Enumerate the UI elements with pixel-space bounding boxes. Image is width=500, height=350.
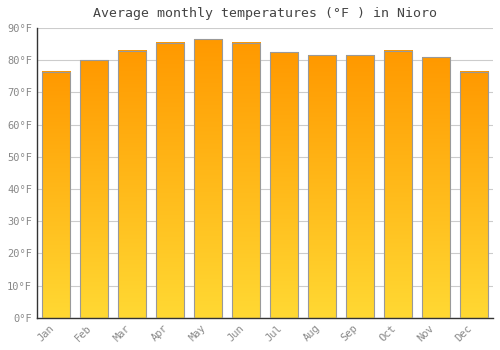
Bar bbox=[460, 71, 488, 318]
Bar bbox=[422, 57, 450, 318]
Bar bbox=[80, 60, 108, 318]
Bar bbox=[156, 43, 184, 318]
Bar bbox=[118, 51, 146, 318]
Title: Average monthly temperatures (°F ) in Nioro: Average monthly temperatures (°F ) in Ni… bbox=[93, 7, 437, 20]
Bar bbox=[346, 55, 374, 318]
Bar bbox=[194, 39, 222, 318]
Bar bbox=[42, 71, 70, 318]
Bar bbox=[270, 52, 298, 318]
Bar bbox=[232, 43, 260, 318]
Bar bbox=[308, 55, 336, 318]
Bar bbox=[384, 51, 412, 318]
